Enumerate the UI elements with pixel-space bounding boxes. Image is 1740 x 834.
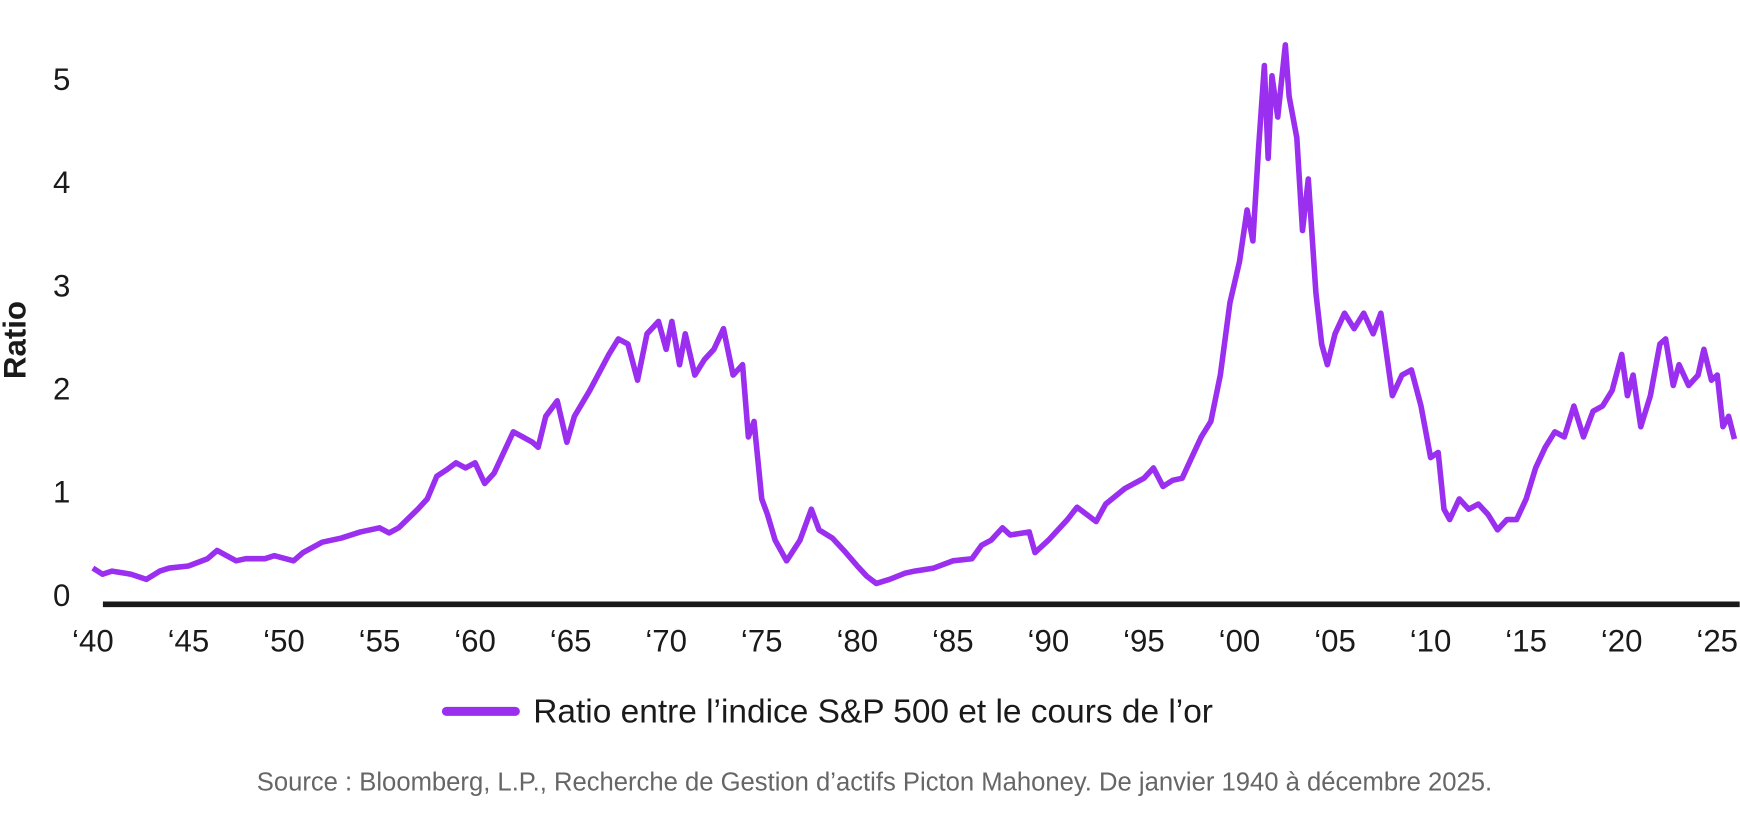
x-tick-label: ‘80 bbox=[836, 624, 878, 659]
y-tick-label: 5 bbox=[53, 62, 70, 97]
legend-label: Ratio entre l’indice S&P 500 et le cours… bbox=[533, 693, 1213, 730]
x-tick-label: ‘00 bbox=[1219, 624, 1261, 659]
x-tick-label: ‘05 bbox=[1314, 624, 1356, 659]
x-tick-label: ‘40 bbox=[72, 624, 114, 659]
x-tick-label: ‘25 bbox=[1696, 624, 1738, 659]
data-line bbox=[91, 42, 1738, 587]
x-tick-label: ‘60 bbox=[454, 624, 496, 659]
x-tick-label: ‘70 bbox=[645, 624, 687, 659]
x-tick-label: ‘15 bbox=[1505, 624, 1547, 659]
x-tick-label: ‘65 bbox=[550, 624, 592, 659]
source-note: Source : Bloomberg, L.P., Recherche de G… bbox=[257, 769, 1492, 797]
x-tick-label: ‘55 bbox=[359, 624, 401, 659]
x-tick-label: ‘85 bbox=[932, 624, 974, 659]
x-tick-label: ‘90 bbox=[1028, 624, 1070, 659]
y-tick-label: 4 bbox=[53, 165, 70, 200]
x-tick-label: ‘50 bbox=[263, 624, 305, 659]
x-tick-label: ‘45 bbox=[168, 624, 210, 659]
x-tick-label: ‘20 bbox=[1601, 624, 1643, 659]
y-tick-label: 0 bbox=[53, 578, 70, 613]
y-tick-label: 3 bbox=[53, 268, 70, 303]
x-tick-label: ‘75 bbox=[741, 624, 783, 659]
y-axis-label: Ratio bbox=[0, 301, 32, 379]
x-tick-label: ‘10 bbox=[1410, 624, 1452, 659]
y-tick-label: 2 bbox=[53, 372, 70, 407]
y-tick-label: 1 bbox=[53, 475, 70, 510]
x-tick-label: ‘95 bbox=[1123, 624, 1165, 659]
